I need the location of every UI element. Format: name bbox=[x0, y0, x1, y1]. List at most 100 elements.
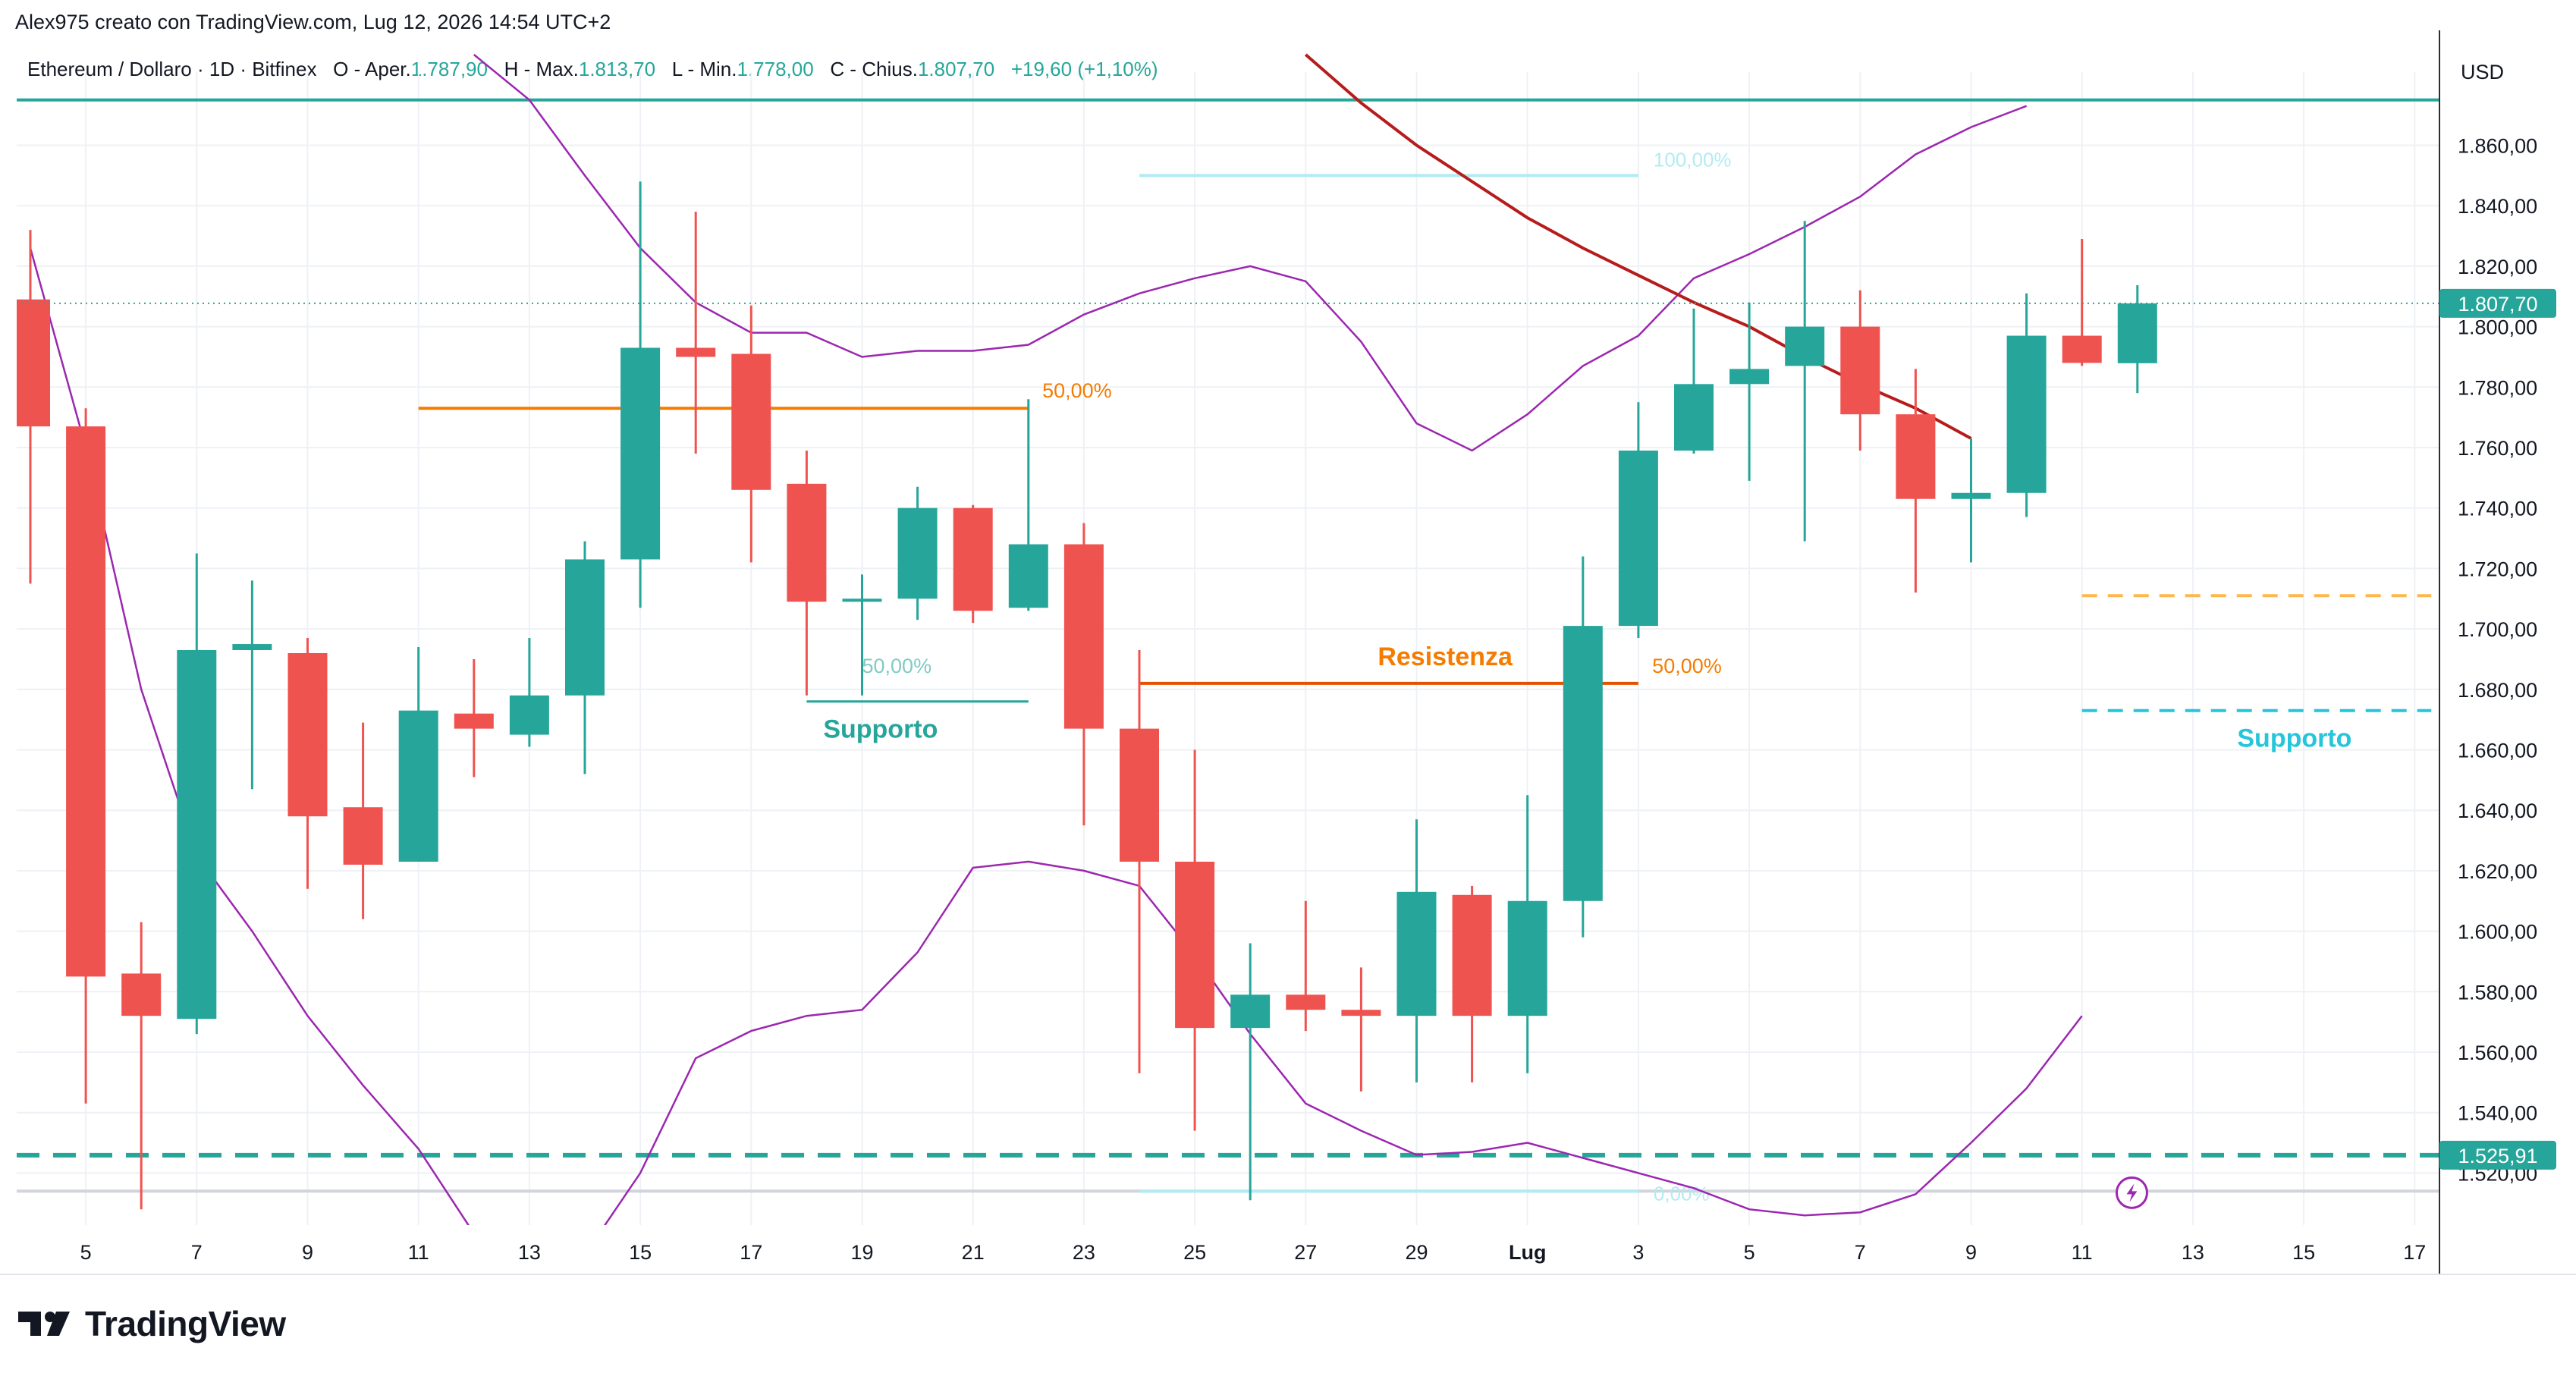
candle-body[interactable] bbox=[454, 713, 494, 729]
time-tick-label: 11 bbox=[408, 1241, 429, 1264]
time-tick-label: 9 bbox=[302, 1241, 313, 1264]
candle-body[interactable] bbox=[2062, 335, 2102, 363]
candle-body[interactable] bbox=[1507, 900, 1547, 1016]
fib-50-label: 50,00% bbox=[862, 655, 932, 677]
ohlc-legend: Ethereum / Dollaro · 1D · Bitfinex O - A… bbox=[27, 58, 1158, 81]
candle-body[interactable] bbox=[1896, 414, 1936, 499]
price-tick-label: 1.780,00 bbox=[2458, 376, 2537, 399]
candle-body[interactable] bbox=[1120, 728, 1159, 862]
price-tick-label: 1.740,00 bbox=[2458, 498, 2537, 520]
currency-label[interactable]: USD bbox=[2461, 61, 2505, 83]
candle-body[interactable] bbox=[1618, 450, 1658, 627]
low-label: L - Min. bbox=[671, 58, 737, 80]
bollinger-lower-band[interactable] bbox=[29, 247, 2083, 1255]
fib-level-label: 100,00% bbox=[1654, 148, 1732, 171]
candle-body[interactable] bbox=[565, 559, 605, 696]
resistance-label[interactable]: Resistenza bbox=[1378, 643, 1513, 671]
candle-body[interactable] bbox=[398, 710, 438, 862]
candle-body[interactable] bbox=[676, 347, 716, 357]
candle-body[interactable] bbox=[343, 807, 383, 865]
candle-body[interactable] bbox=[1785, 326, 1825, 366]
tradingview-logo[interactable]: TradingView bbox=[18, 1303, 286, 1344]
candle-body[interactable] bbox=[1396, 891, 1437, 1016]
time-tick-label: 5 bbox=[80, 1241, 92, 1264]
close-label: C - Chius. bbox=[830, 58, 918, 80]
candle-body[interactable] bbox=[66, 426, 106, 977]
time-tick-label: 29 bbox=[1405, 1241, 1428, 1264]
candle-body[interactable] bbox=[2006, 335, 2047, 493]
candle-body[interactable] bbox=[1063, 544, 1104, 729]
axes: 1.520,001.540,001.560,001.580,001.600,00… bbox=[0, 30, 2576, 1275]
high-value: 1.813,70 bbox=[578, 58, 656, 80]
support-price-badge-text: 1.525,91 bbox=[2458, 1145, 2537, 1167]
chart-attribution: Alex975 creato con TradingView.com, Lug … bbox=[15, 11, 611, 33]
price-tick-label: 1.700,00 bbox=[2458, 618, 2537, 641]
support-price-badge[interactable] bbox=[2439, 1140, 2556, 1170]
candle-body[interactable] bbox=[232, 644, 272, 650]
candle-body[interactable] bbox=[1951, 492, 1991, 499]
price-tick-label: 1.860,00 bbox=[2458, 135, 2537, 158]
candle-body[interactable] bbox=[11, 299, 50, 427]
candle-body[interactable] bbox=[842, 599, 882, 602]
candle-body[interactable] bbox=[1729, 369, 1770, 385]
close-value: 1.807,70 bbox=[917, 58, 995, 80]
candle-body[interactable] bbox=[1230, 994, 1271, 1029]
candle-body[interactable] bbox=[1452, 894, 1492, 1016]
candle-body[interactable] bbox=[897, 507, 938, 599]
last-price-badge[interactable] bbox=[2439, 288, 2556, 318]
candle-body[interactable] bbox=[1175, 861, 1215, 1029]
price-tick-label: 1.580,00 bbox=[2458, 981, 2537, 1004]
low-value: 1.778,00 bbox=[737, 58, 814, 80]
time-tick-label: 9 bbox=[1965, 1241, 1977, 1264]
tradingview-logo-icon bbox=[18, 1312, 70, 1336]
price-tick-label: 1.600,00 bbox=[2458, 921, 2537, 944]
time-tick-label: 25 bbox=[1183, 1241, 1206, 1264]
last-price-badge-text: 1.807,70 bbox=[2458, 293, 2537, 316]
time-tick-label: 17 bbox=[2403, 1241, 2426, 1264]
drawing-guides: 100,00% 0,00% bbox=[17, 98, 2439, 1205]
price-tick-label: 1.620,00 bbox=[2458, 860, 2537, 883]
candle-body[interactable] bbox=[1840, 326, 1880, 415]
price-tick-label: 1.640,00 bbox=[2458, 800, 2537, 822]
indicator-lines bbox=[29, 53, 2083, 1255]
high-label: H - Max. bbox=[504, 58, 579, 80]
price-tick-label: 1.720,00 bbox=[2458, 558, 2537, 580]
time-tick-label: 11 bbox=[2072, 1241, 2093, 1264]
time-tick-label: Lug bbox=[1509, 1241, 1546, 1264]
fib-50-label: 50,00% bbox=[1652, 655, 1722, 677]
time-tick-label: 5 bbox=[1744, 1241, 1755, 1264]
time-tick-label: 21 bbox=[962, 1241, 985, 1264]
candle-body[interactable] bbox=[1674, 384, 1714, 451]
candle-body[interactable] bbox=[1341, 1010, 1381, 1016]
candle-body[interactable] bbox=[1008, 544, 1048, 608]
price-tick-label: 1.540,00 bbox=[2458, 1102, 2537, 1125]
fib-level-label: 0,00% bbox=[1654, 1182, 1710, 1205]
candle-body[interactable] bbox=[2117, 303, 2157, 363]
price-tick-label: 1.680,00 bbox=[2458, 679, 2537, 702]
candle-body[interactable] bbox=[1563, 626, 1603, 901]
time-tick-label: 23 bbox=[1073, 1241, 1095, 1264]
open-value: 1.787,90 bbox=[410, 58, 488, 80]
support-label[interactable]: Supporto bbox=[823, 715, 938, 744]
time-tick-label: 27 bbox=[1294, 1241, 1317, 1264]
candle-body[interactable] bbox=[177, 649, 217, 1020]
candle-body[interactable] bbox=[1286, 994, 1326, 1010]
candle-body[interactable] bbox=[953, 507, 993, 611]
candle-body[interactable] bbox=[620, 347, 661, 560]
candle-body[interactable] bbox=[121, 973, 162, 1016]
time-tick-label: 13 bbox=[2182, 1241, 2204, 1264]
drawings: 50,00% 50,00% 50,00% Resistenza Supporto Supp… bbox=[17, 302, 2439, 1209]
candle-body[interactable] bbox=[731, 353, 771, 490]
candle-body[interactable] bbox=[787, 483, 827, 602]
bollinger-upper-band[interactable] bbox=[473, 54, 2028, 452]
candle-body[interactable] bbox=[509, 695, 549, 735]
open-label: O - Aper. bbox=[333, 58, 411, 80]
symbol-label[interactable]: Ethereum / Dollaro · 1D · Bitfinex bbox=[27, 58, 317, 80]
time-tick-label: 19 bbox=[850, 1241, 873, 1264]
support-label[interactable]: Supporto bbox=[2237, 724, 2351, 753]
candle-body[interactable] bbox=[287, 652, 328, 817]
candles bbox=[11, 181, 2157, 1210]
time-tick-label: 17 bbox=[740, 1241, 762, 1264]
price-tick-label: 1.660,00 bbox=[2458, 740, 2537, 762]
